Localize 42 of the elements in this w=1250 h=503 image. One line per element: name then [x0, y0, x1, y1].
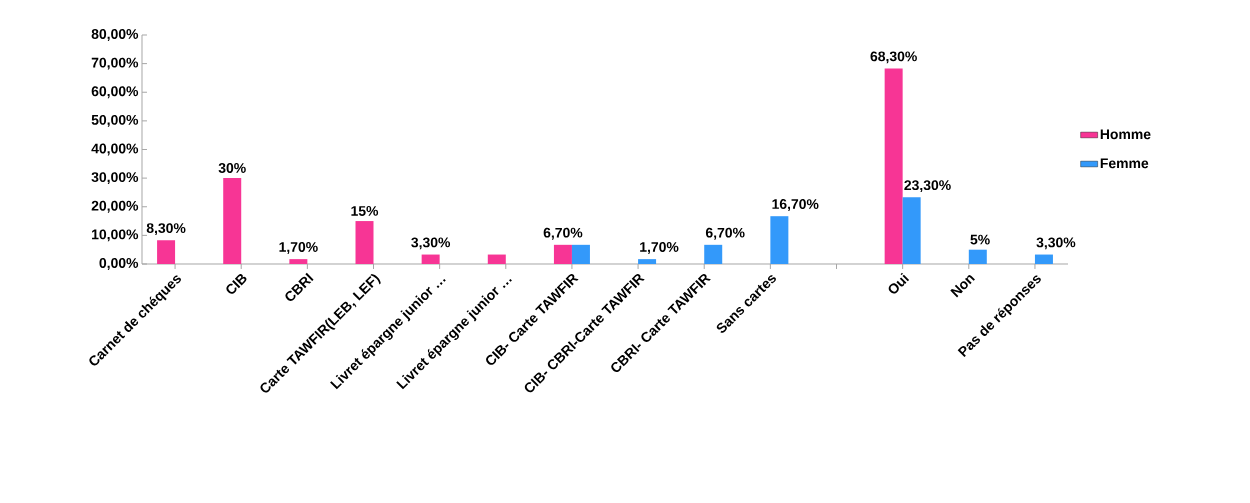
y-tick-label: 20,00% [91, 200, 139, 213]
bar [638, 259, 657, 264]
y-tick-label: 80,00% [91, 29, 139, 41]
data-label: 6,70% [543, 227, 583, 240]
bar [1034, 254, 1053, 264]
data-label: 1,70% [279, 242, 318, 254]
bar [157, 240, 176, 264]
bar [421, 254, 440, 264]
data-label: 68,30% [870, 51, 917, 64]
data-label: 3,30% [411, 237, 451, 250]
legend-label: Femme [1100, 158, 1149, 169]
y-tick-label: 0,00% [99, 258, 139, 270]
x-tick-label: Oui [888, 272, 910, 294]
data-label: 23,30% [904, 180, 951, 193]
y-tick-label: 40,00% [91, 143, 139, 156]
bar [902, 197, 921, 264]
bar [289, 259, 308, 264]
bar [553, 244, 572, 264]
y-tick-label: 60,00% [91, 86, 139, 99]
data-label: 5% [970, 234, 990, 245]
bar [968, 249, 987, 264]
bar [571, 244, 590, 264]
data-label: 1,70% [640, 242, 679, 254]
data-label: 15% [351, 206, 379, 216]
x-tick-label: Non [950, 275, 975, 298]
bar [355, 221, 374, 264]
data-label: 6,70% [705, 227, 745, 240]
y-tick-label: 50,00% [91, 114, 139, 127]
data-label: 16,70% [772, 199, 819, 212]
data-label: 30% [218, 163, 246, 173]
data-label: 8,30% [146, 223, 186, 236]
bar [487, 254, 506, 264]
bar [223, 178, 242, 264]
bar [770, 216, 789, 264]
x-tick-label: CIB [226, 274, 247, 294]
data-label: 3,30% [1036, 237, 1076, 250]
bar [884, 68, 903, 264]
y-tick-label: 70,00% [91, 57, 139, 70]
legend-label: Homme [1100, 129, 1151, 140]
y-tick-label: 30,00% [91, 172, 139, 185]
bar [704, 244, 723, 264]
y-tick-label: 10,00% [92, 229, 139, 242]
